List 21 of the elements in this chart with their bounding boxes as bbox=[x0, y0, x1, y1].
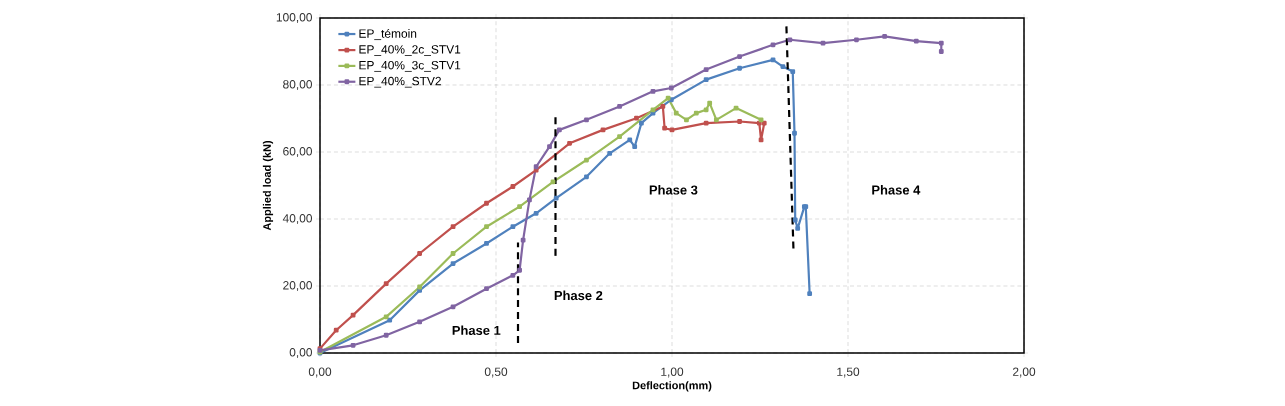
x-tick-label: 1,50 bbox=[837, 367, 860, 378]
y-tick-label: 0,00 bbox=[289, 348, 313, 358]
y-tick-label: 100,00 bbox=[276, 13, 313, 23]
legend-label: EP_40%_3c_STV1 bbox=[359, 61, 461, 72]
legend-label: EP_témoin bbox=[359, 28, 417, 41]
x-axis-title: Deflection(mm) bbox=[632, 381, 712, 392]
annotation: Phase 1 bbox=[452, 325, 501, 335]
legend-label: EP_40%_STV2 bbox=[359, 76, 441, 88]
y-tick-label: 80,00 bbox=[283, 80, 313, 90]
x-tick-label: 0,00 bbox=[308, 367, 332, 378]
annotation: Phase 4 bbox=[872, 185, 921, 195]
x-tick-label: 0,50 bbox=[484, 367, 508, 378]
x-tick-label: 1,00 bbox=[661, 367, 684, 378]
y-tick-label: 20,00 bbox=[283, 281, 313, 291]
legend-label: EP_40%_2c_STV1 bbox=[359, 45, 461, 56]
y-tick-label: 60,00 bbox=[283, 147, 313, 157]
annotation: Phase 2 bbox=[554, 290, 603, 301]
y-axis-title: Applied load (kN) bbox=[262, 140, 274, 231]
y-tick-label: 40,00 bbox=[282, 214, 313, 224]
x-tick-label: 2,00 bbox=[1012, 367, 1036, 378]
annotation: Phase 3 bbox=[649, 185, 698, 195]
